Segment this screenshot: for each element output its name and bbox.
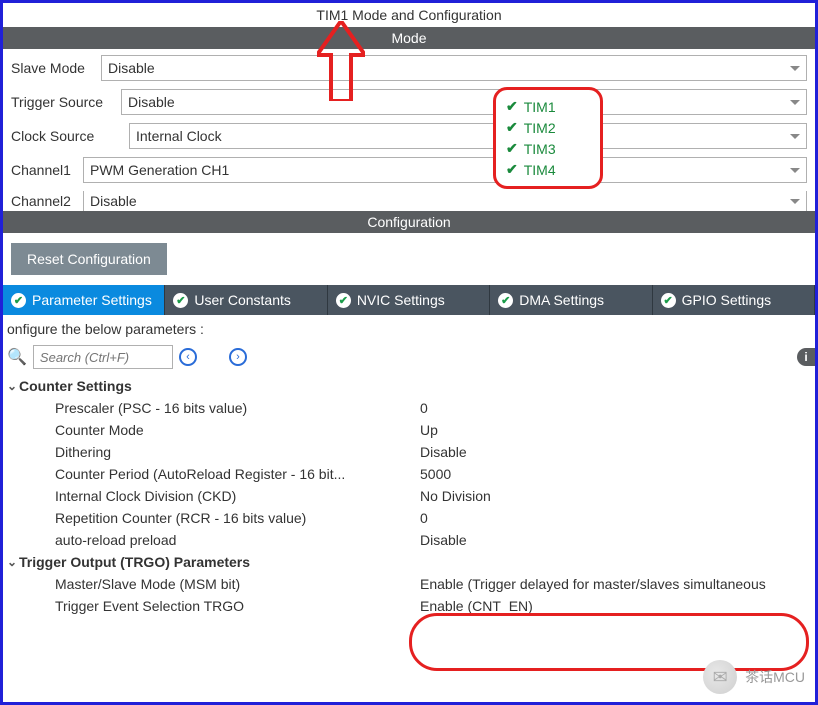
wechat-icon: ✉ <box>703 660 737 694</box>
slave-mode-value: Disable <box>108 60 155 76</box>
check-icon: ✔ <box>11 293 26 308</box>
param-value: 0 <box>420 510 811 526</box>
tab-label: GPIO Settings <box>682 292 771 308</box>
trigger-source-label: Trigger Source <box>11 94 121 110</box>
channel2-label: Channel2 <box>11 193 83 209</box>
channel1-select[interactable]: PWM Generation CH1 <box>83 157 807 183</box>
channel2-value: Disable <box>90 193 137 209</box>
check-icon: ✔ <box>498 293 513 308</box>
clock-source-value: Internal Clock <box>136 128 222 144</box>
parameters-tree: ⌄ Counter Settings Prescaler (PSC - 16 b… <box>3 375 815 617</box>
window-frame: TIM1 Mode and Configuration Mode Slave M… <box>0 0 818 705</box>
mode-section-header: Mode <box>3 27 815 49</box>
tab-gpio-settings[interactable]: ✔ GPIO Settings <box>653 285 815 315</box>
check-icon: ✔ <box>661 293 676 308</box>
configure-hint: onfigure the below parameters : <box>3 315 815 343</box>
trigger-source-value: Disable <box>128 94 175 110</box>
param-label: auto-reload preload <box>55 532 420 548</box>
tab-parameter-settings[interactable]: ✔ Parameter Settings <box>3 285 165 315</box>
param-prescaler[interactable]: Prescaler (PSC - 16 bits value) 0 <box>7 397 811 419</box>
tab-label: User Constants <box>194 292 290 308</box>
search-bar: 🔍 ‹ › i <box>3 343 815 375</box>
param-label: Dithering <box>55 444 420 460</box>
chevron-down-icon <box>790 134 800 139</box>
tabs-bar: ✔ Parameter Settings ✔ User Constants ✔ … <box>3 285 815 315</box>
param-label: Counter Period (AutoReload Register - 16… <box>55 466 420 482</box>
param-label: Counter Mode <box>55 422 420 438</box>
check-icon: ✔ <box>173 293 188 308</box>
param-arr-preload[interactable]: auto-reload preload Disable <box>7 529 811 551</box>
param-value: Disable <box>420 532 811 548</box>
param-label: Repetition Counter (RCR - 16 bits value) <box>55 510 420 526</box>
param-value: 0 <box>420 400 811 416</box>
search-input[interactable] <box>33 345 173 369</box>
search-prev-button[interactable]: ‹ <box>179 348 197 366</box>
chevron-down-icon <box>790 199 800 204</box>
search-next-button[interactable]: › <box>229 348 247 366</box>
group-counter-settings[interactable]: ⌄ Counter Settings <box>7 375 811 397</box>
param-msm[interactable]: Master/Slave Mode (MSM bit) Enable (Trig… <box>7 573 811 595</box>
param-label: Master/Slave Mode (MSM bit) <box>55 576 420 592</box>
chevron-down-icon <box>790 168 800 173</box>
collapse-icon: ⌄ <box>7 379 19 393</box>
annotation-highlight-ellipse <box>409 613 809 671</box>
param-value: 5000 <box>420 466 811 482</box>
param-value: Enable (Trigger delayed for master/slave… <box>420 576 811 592</box>
check-icon: ✔ <box>336 293 351 308</box>
param-label: Prescaler (PSC - 16 bits value) <box>55 400 420 416</box>
param-ckd[interactable]: Internal Clock Division (CKD) No Divisio… <box>7 485 811 507</box>
param-label: Internal Clock Division (CKD) <box>55 488 420 504</box>
tab-nvic-settings[interactable]: ✔ NVIC Settings <box>328 285 490 315</box>
channel2-select[interactable]: Disable <box>83 191 807 211</box>
slave-mode-select[interactable]: Disable <box>101 55 807 81</box>
tab-label: DMA Settings <box>519 292 604 308</box>
param-value: No Division <box>420 488 811 504</box>
tab-dma-settings[interactable]: ✔ DMA Settings <box>490 285 652 315</box>
group-trgo-parameters[interactable]: ⌄ Trigger Output (TRGO) Parameters <box>7 551 811 573</box>
param-counter-period[interactable]: Counter Period (AutoReload Register - 16… <box>7 463 811 485</box>
mode-panel: Slave Mode Disable Trigger Source Disabl… <box>3 49 815 211</box>
watermark: ✉ 茶话MCU <box>703 660 805 694</box>
param-counter-mode[interactable]: Counter Mode Up <box>7 419 811 441</box>
trigger-source-select[interactable]: Disable <box>121 89 807 115</box>
tab-label: NVIC Settings <box>357 292 445 308</box>
slave-mode-label: Slave Mode <box>11 60 101 76</box>
search-icon: 🔍 <box>7 347 27 367</box>
reset-region: Reset Configuration <box>3 233 815 285</box>
chevron-down-icon <box>790 100 800 105</box>
channel1-value: PWM Generation CH1 <box>90 162 229 178</box>
param-value: Up <box>420 422 811 438</box>
param-dithering[interactable]: Dithering Disable <box>7 441 811 463</box>
param-value: Enable (CNT_EN) <box>420 598 811 614</box>
channel1-label: Channel1 <box>11 162 83 178</box>
watermark-text: 茶话MCU <box>745 667 805 687</box>
tab-user-constants[interactable]: ✔ User Constants <box>165 285 327 315</box>
chevron-down-icon <box>790 66 800 71</box>
tab-label: Parameter Settings <box>32 292 152 308</box>
param-trgo-selection[interactable]: Trigger Event Selection TRGO Enable (CNT… <box>7 595 811 617</box>
param-label: Trigger Event Selection TRGO <box>55 598 420 614</box>
clock-source-label: Clock Source <box>11 128 129 144</box>
page-title: TIM1 Mode and Configuration <box>3 3 815 27</box>
info-icon[interactable]: i <box>797 348 815 366</box>
group-label: Counter Settings <box>19 378 132 394</box>
configuration-section-header: Configuration <box>3 211 815 233</box>
collapse-icon: ⌄ <box>7 555 19 569</box>
param-value: Disable <box>420 444 811 460</box>
clock-source-select[interactable]: Internal Clock <box>129 123 807 149</box>
param-rcr[interactable]: Repetition Counter (RCR - 16 bits value)… <box>7 507 811 529</box>
group-label: Trigger Output (TRGO) Parameters <box>19 554 250 570</box>
reset-configuration-button[interactable]: Reset Configuration <box>11 243 167 275</box>
